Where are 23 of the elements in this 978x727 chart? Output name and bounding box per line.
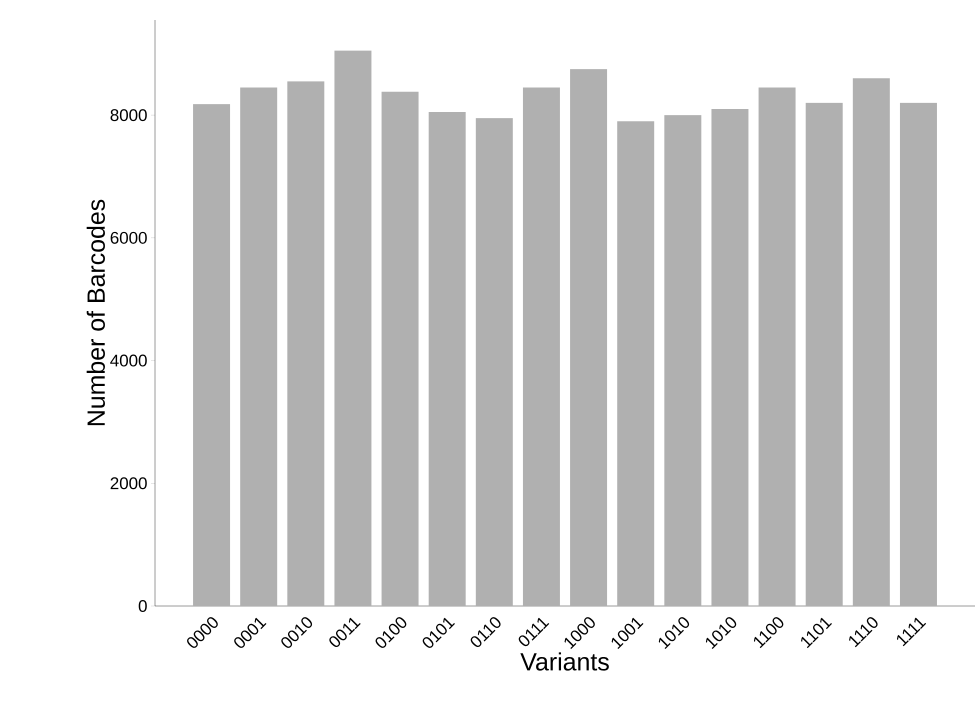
bar <box>852 78 890 606</box>
y-axis-title: Number of Barcodes <box>86 200 105 426</box>
bar <box>240 87 278 606</box>
bar <box>522 87 560 606</box>
bar <box>570 69 608 606</box>
bar <box>334 50 372 606</box>
y-tick-label: 6000 <box>110 232 147 244</box>
bar <box>806 102 843 606</box>
bar <box>664 115 702 606</box>
bar <box>382 92 419 606</box>
bar <box>758 87 796 606</box>
bar <box>711 108 748 606</box>
bar <box>428 112 466 606</box>
bar <box>193 104 230 606</box>
bar <box>900 102 937 606</box>
bar <box>287 81 324 606</box>
y-tick-label: 2000 <box>110 477 147 490</box>
y-tick-label: 8000 <box>110 109 147 122</box>
bar <box>617 121 654 606</box>
x-axis-title: Variants <box>520 652 609 671</box>
bar <box>476 118 513 606</box>
y-tick-label: 4000 <box>110 354 147 367</box>
y-tick-label: 0 <box>138 600 147 612</box>
